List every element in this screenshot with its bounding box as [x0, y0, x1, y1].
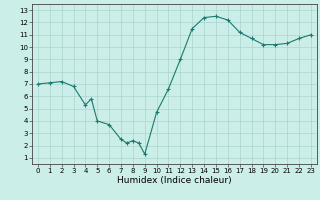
X-axis label: Humidex (Indice chaleur): Humidex (Indice chaleur) [117, 176, 232, 185]
